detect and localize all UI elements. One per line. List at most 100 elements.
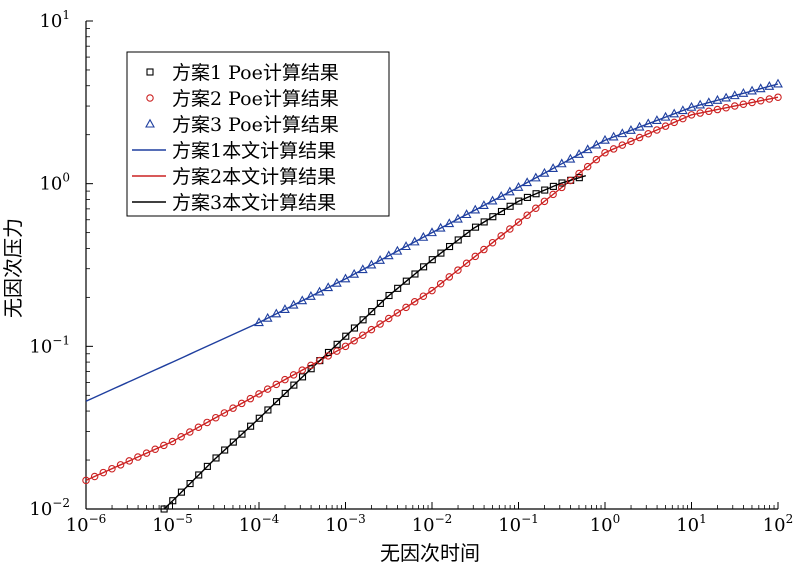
data-point (168, 437, 177, 446)
data-point (653, 126, 661, 134)
data-point (773, 78, 783, 88)
data-point (712, 94, 723, 104)
data-point (446, 242, 454, 251)
legend-label: 方案2 Poe计算结果 (172, 88, 339, 110)
data-point (765, 95, 774, 103)
data-point (504, 186, 515, 196)
data-point (626, 124, 636, 134)
data-point (497, 207, 506, 216)
x-tick-label: 10−1 (498, 512, 539, 536)
legend-marker (146, 68, 154, 76)
series-markers-3 (254, 78, 783, 327)
data-point (435, 222, 446, 232)
data-point (756, 96, 765, 105)
data-point (177, 488, 185, 496)
data-point (383, 250, 394, 260)
data-point (376, 299, 384, 307)
data-point (722, 104, 730, 112)
data-point (134, 453, 142, 461)
series-line-path (163, 174, 587, 510)
data-point (583, 162, 592, 171)
data-point (549, 190, 557, 199)
data-point (445, 273, 454, 281)
legend-marker (145, 118, 155, 128)
data-point (470, 204, 481, 214)
data-point (705, 107, 713, 116)
data-point (385, 291, 393, 300)
data-point (461, 209, 472, 219)
data-point (523, 193, 531, 201)
data-point (281, 375, 289, 384)
series-markers-1 (160, 174, 583, 513)
data-point (229, 404, 237, 412)
data-point (696, 109, 704, 117)
data-point (357, 264, 368, 274)
data-point (540, 197, 549, 206)
data-point (410, 298, 419, 306)
data-point (341, 342, 350, 351)
data-point (392, 245, 403, 255)
data-point (375, 255, 386, 264)
data-point (340, 273, 351, 283)
data-point (177, 432, 185, 441)
data-point (669, 108, 680, 118)
data-point (471, 223, 480, 231)
data-point (169, 497, 177, 505)
data-point (489, 213, 497, 221)
data-point (324, 348, 333, 357)
data-point (273, 398, 281, 406)
data-point (634, 121, 645, 131)
data-point (679, 114, 687, 123)
data-point (661, 122, 670, 130)
data-point (82, 476, 90, 485)
data-point (532, 204, 540, 213)
data-point (428, 256, 436, 264)
data-point (298, 366, 306, 374)
legend-item: 方案3 Poe计算结果 (145, 114, 339, 136)
data-point (453, 213, 463, 223)
data-point (755, 83, 766, 93)
data-point (530, 172, 541, 182)
data-point (703, 97, 714, 107)
data-point (246, 394, 255, 403)
data-point (280, 304, 290, 313)
data-point (359, 316, 367, 324)
legend-item: 方案1本文计算结果 (132, 140, 336, 162)
y-tick-label: 10−1 (29, 333, 70, 357)
data-point (497, 232, 505, 240)
data-point (541, 186, 549, 194)
data-point (487, 195, 498, 205)
data-point (523, 211, 531, 219)
data-point (506, 202, 514, 210)
data-point (591, 139, 602, 149)
data-point (323, 282, 334, 292)
data-point (480, 245, 488, 254)
data-point (272, 380, 281, 389)
data-point (288, 299, 299, 309)
data-point (549, 182, 557, 190)
legend-item: 方案3本文计算结果 (132, 192, 336, 214)
data-point (221, 446, 229, 454)
data-point (307, 361, 315, 370)
legend-label: 方案3 Poe计算结果 (172, 114, 339, 136)
x-tick-label: 102 (763, 512, 794, 536)
data-point (548, 163, 559, 173)
data-point (238, 430, 246, 438)
y-tick-label: 101 (39, 8, 70, 32)
data-point (513, 181, 524, 191)
data-point (333, 340, 341, 348)
data-point (454, 236, 462, 244)
data-point (764, 80, 775, 90)
data-point (687, 111, 696, 119)
data-point (402, 303, 410, 312)
data-point (617, 128, 628, 138)
data-point (730, 102, 739, 110)
data-point (333, 347, 341, 355)
data-point (212, 413, 220, 422)
data-point (478, 200, 489, 209)
data-point (695, 99, 706, 109)
data-point (194, 423, 203, 431)
data-point (575, 174, 583, 182)
data-point (739, 100, 748, 109)
data-point (305, 290, 316, 300)
